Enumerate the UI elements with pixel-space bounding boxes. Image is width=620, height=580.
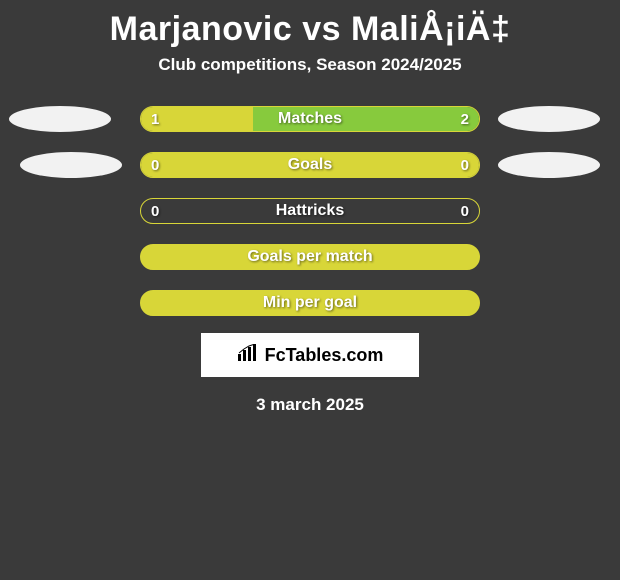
player-badge-right (498, 106, 600, 132)
stat-label: Goals (141, 153, 479, 177)
stat-bar: 00Goals (140, 152, 480, 178)
stat-row: Min per goal (0, 287, 620, 321)
player-badge-right (498, 152, 600, 178)
stat-label: Matches (141, 107, 479, 131)
stat-label: Goals per match (141, 245, 479, 269)
stat-bar: Goals per match (140, 244, 480, 270)
brand-box: FcTables.com (201, 333, 419, 377)
chart-icon (237, 344, 259, 367)
stat-bar: 00Hattricks (140, 198, 480, 224)
player-badge-left (20, 152, 122, 178)
stat-label: Hattricks (141, 199, 479, 223)
stat-bar: Min per goal (140, 290, 480, 316)
stat-row: 12Matches (0, 103, 620, 137)
stat-row: 00Goals (0, 149, 620, 183)
brand-text: FcTables.com (265, 345, 384, 366)
stat-rows: 12Matches 00Goals 00Hattricks Goals per mat… (0, 103, 620, 321)
page-subtitle: Club competitions, Season 2024/2025 (0, 55, 620, 103)
player-badge-left (9, 106, 111, 132)
stat-row: Goals per match (0, 241, 620, 275)
stat-bar: 12Matches (140, 106, 480, 132)
stat-label: Min per goal (141, 291, 479, 315)
page-title: Marjanovic vs MaliÅ¡iÄ‡ (0, 0, 620, 55)
stat-row: 00Hattricks (0, 195, 620, 229)
date-text: 3 march 2025 (0, 377, 620, 415)
